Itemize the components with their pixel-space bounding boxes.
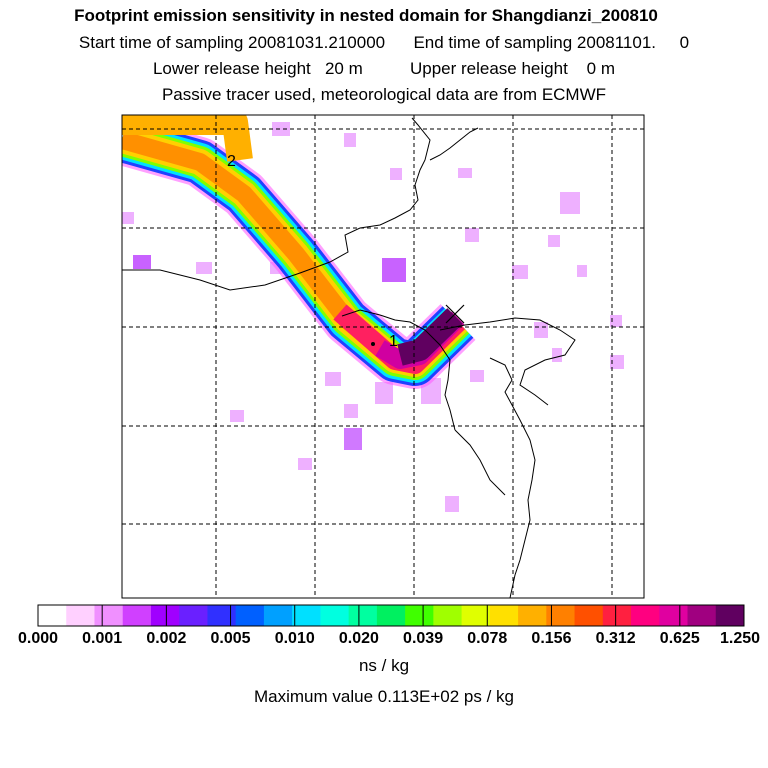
- colorbar-tick-label: 0.078: [467, 630, 508, 647]
- marker-2: 2: [227, 153, 236, 170]
- receptor-x-marker: [445, 304, 465, 324]
- colorbar-swatch: [405, 605, 434, 626]
- colorbar-swatch: [715, 605, 745, 626]
- colorbar-unit: ns / kg: [358, 656, 410, 675]
- tracer-info-line: Passive tracer used, meteorological data…: [161, 85, 607, 104]
- colorbar-tick-label: 0.156: [531, 630, 572, 647]
- colorbar-swatch: [687, 605, 717, 626]
- colorbar-swatch: [320, 605, 350, 626]
- colorbar: [37, 604, 745, 627]
- colorbar-swatch: [179, 605, 208, 626]
- colorbar-swatch: [546, 605, 576, 626]
- colorbar-swatch: [207, 605, 237, 626]
- receptor-dot: [371, 342, 375, 346]
- colorbar-swatch: [489, 605, 519, 626]
- colorbar-swatch: [376, 605, 406, 626]
- maximum-value: Maximum value 0.113E+02 ps / kg: [253, 687, 514, 706]
- colorbar-tick-label: 0.020: [338, 630, 379, 647]
- colorbar-swatch: [292, 605, 321, 626]
- colorbar-swatch: [94, 605, 124, 626]
- map-grid: [122, 115, 644, 598]
- colorbar-swatch: [631, 605, 660, 626]
- release-height-line: Lower release height 20 m Upper release …: [152, 59, 616, 78]
- map-frame: [121, 114, 645, 599]
- colorbar-tick-label: 0.312: [595, 630, 636, 647]
- colorbar-swatch: [122, 605, 152, 626]
- sampling-time-line: Start time of sampling 20081031.210000 E…: [78, 33, 690, 52]
- colorbar-swatch: [235, 605, 265, 626]
- chart-title: Footprint emission sensitivity in nested…: [74, 6, 658, 25]
- colorbar-swatch: [433, 605, 463, 626]
- colorbar-tick-label: 1.250: [719, 630, 761, 647]
- colorbar-swatch: [461, 605, 491, 626]
- colorbar-swatch: [602, 605, 632, 626]
- colorbar-swatch: [38, 605, 67, 626]
- colorbar-tick-label: 0.625: [659, 630, 700, 647]
- colorbar-tick-label: 0.002: [146, 630, 187, 647]
- colorbar-tick-label: 0.010: [274, 630, 315, 647]
- low-sensitivity-patches: [122, 122, 624, 512]
- colorbar-tick-label: 0.039: [403, 630, 444, 647]
- colorbar-swatch: [66, 605, 95, 626]
- colorbar-swatch: [518, 605, 547, 626]
- colorbar-frame: [37, 604, 745, 627]
- marker-1: 1: [389, 333, 398, 350]
- colorbar-tick-label: 0.001: [82, 630, 123, 647]
- colorbar-swatch: [574, 605, 604, 626]
- colorbar-swatch: [263, 605, 293, 626]
- map-area: 1 2: [122, 115, 644, 598]
- coastlines: [122, 117, 576, 598]
- colorbar-tick-label: 0.005: [210, 630, 251, 647]
- colorbar-swatch: [348, 605, 378, 626]
- colorbar-tick-label: 0.000: [17, 630, 59, 647]
- colorbar-swatch: [659, 605, 689, 626]
- colorbar-swatch: [150, 605, 180, 626]
- footprint-plume: [122, 115, 476, 389]
